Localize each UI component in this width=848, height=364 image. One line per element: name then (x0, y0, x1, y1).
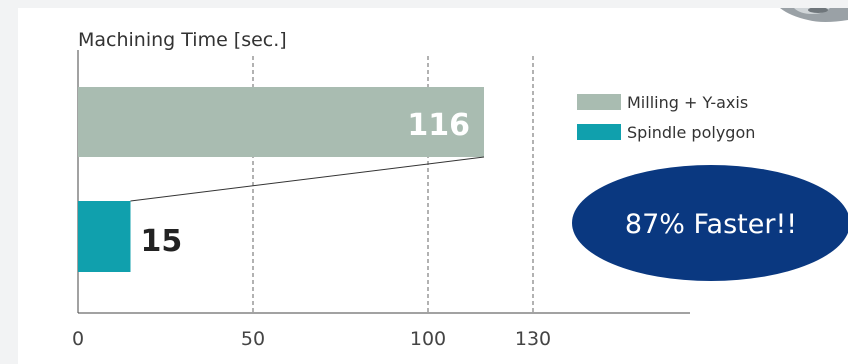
machined-part-photo-icon (780, 8, 848, 22)
bar-value-label-1: 15 (141, 224, 183, 259)
connector-line (130, 156, 485, 202)
legend-label-milling: Milling + Y-axis (627, 93, 748, 112)
bar-1 (78, 201, 131, 272)
callout-ellipse (572, 165, 848, 281)
x-ticks: 0 50 100 130 (72, 328, 551, 350)
chart-title: Machining Time [sec.] (78, 29, 287, 51)
x-tick-label-100: 100 (410, 328, 446, 350)
chart: Machining Time [sec.] 116 15 0 50 100 130 Mi… (72, 8, 848, 350)
legend-label-spindle: Spindle polygon (627, 123, 755, 142)
legend-swatch-milling (577, 94, 621, 110)
legend-swatch-spindle (577, 124, 621, 140)
callout-badge: 87% Faster!! (572, 165, 848, 281)
x-tick-label-0: 0 (72, 328, 84, 350)
bar-value-label-0: 116 (407, 108, 470, 143)
legend: Milling + Y-axis Spindle polygon (577, 93, 755, 142)
bar-0 (78, 87, 484, 157)
bars: 116 15 (78, 87, 485, 272)
x-tick-label-50: 50 (241, 328, 265, 350)
chart-panel: Machining Time [sec.] 116 15 0 50 100 130 Mi… (18, 8, 848, 364)
callout-text: 87% Faster!! (625, 209, 797, 240)
x-tick-label-130: 130 (515, 328, 551, 350)
